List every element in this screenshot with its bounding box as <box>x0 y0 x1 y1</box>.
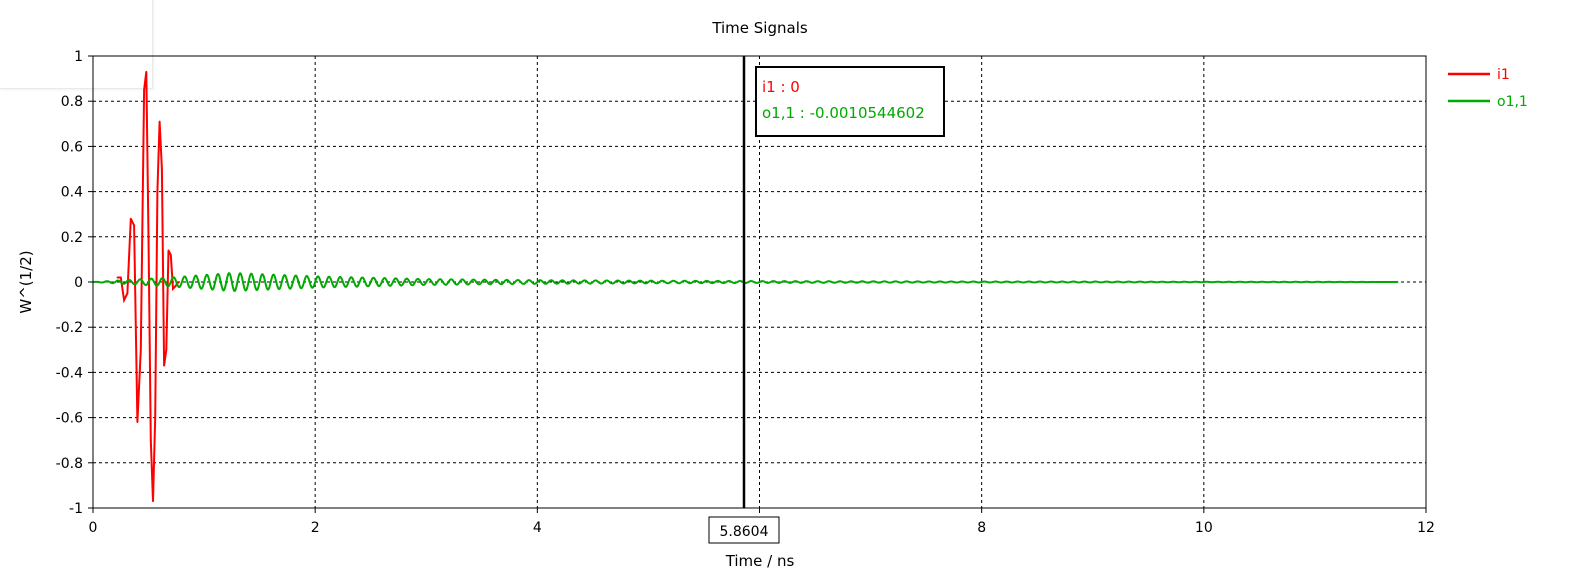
x-tick-label: 12 <box>1417 520 1435 536</box>
series-point-i1 <box>133 224 136 227</box>
series-point-i1 <box>152 500 154 503</box>
series-point-i1 <box>174 285 177 288</box>
cursor-x-label-box <box>708 516 780 544</box>
series-point-i1 <box>119 276 122 279</box>
y-axis-label: W^(1/2) <box>17 250 35 313</box>
series-point-i1 <box>136 421 139 424</box>
y-tick-label: 0.8 <box>61 94 83 110</box>
chart-title: Time Signals <box>711 19 808 37</box>
series-point-i1 <box>165 348 168 351</box>
cursor-x-label: 5.8604 <box>719 524 768 540</box>
series-point-i1 <box>160 168 163 170</box>
x-axis-label: Time / ns <box>725 552 795 570</box>
legend: i1 o1,1 <box>1448 67 1528 110</box>
y-tick-label: 1 <box>74 49 83 65</box>
cursor-layer[interactable]: i1 : 0 o1,1 : -0.0010544602 5.8604 <box>708 56 945 544</box>
x-tick-label: 10 <box>1195 520 1213 536</box>
series-point-i1 <box>172 287 174 290</box>
y-tick-label: -0.8 <box>56 456 83 472</box>
series-layer <box>92 70 1399 503</box>
plot-frame <box>92 55 1427 509</box>
series-point-i1 <box>177 281 180 283</box>
series-line-o1-1 <box>92 272 1399 292</box>
x-tick-label: 4 <box>533 520 542 536</box>
x-tick-label: 2 <box>311 520 320 536</box>
series-point-i1 <box>126 292 129 295</box>
series-point-i1 <box>156 190 159 193</box>
y-tick-label: 0.6 <box>61 139 83 155</box>
y-tick-label: -0.2 <box>56 320 83 336</box>
corner-panel <box>0 0 153 89</box>
series-point-i1 <box>154 416 157 419</box>
y-tick-label: 0.4 <box>61 185 83 201</box>
cursor-readout-box <box>754 66 945 137</box>
series-point-i1 <box>129 217 132 220</box>
series-point-i1 <box>163 364 165 367</box>
x-tick-label: 8 <box>977 520 986 536</box>
series-point-i1 <box>167 249 170 252</box>
series-point-i1 <box>149 439 152 442</box>
series-point-i1 <box>143 89 145 91</box>
legend-label-i1: i1 <box>1497 67 1510 83</box>
series-point-i1 <box>116 276 119 279</box>
y-tick-label: 0 <box>74 275 83 291</box>
series-point-i1 <box>147 235 150 238</box>
cursor-readout-i1: i1 : 0 <box>762 78 800 96</box>
y-tick-label: -1 <box>69 501 83 517</box>
y-tick-label: 0.2 <box>61 230 83 246</box>
cursor-readout-o1-1: o1,1 : -0.0010544602 <box>762 104 925 122</box>
series-point-i1 <box>139 348 142 351</box>
y-tick-label: -0.6 <box>56 411 83 427</box>
legend-label-o1-1: o1,1 <box>1497 94 1528 110</box>
x-tick-label: 0 <box>89 520 98 536</box>
series-point-i1 <box>145 70 148 73</box>
series-point-i1 <box>123 299 126 301</box>
series-point-i1 <box>169 253 172 256</box>
series-point-i1 <box>158 120 161 123</box>
y-axis-ticks: 1 0.8 0.6 0.4 0.2 0 -0.2 -0.4 -0.6 -0.8 -1 <box>56 49 93 517</box>
y-tick-label: -0.4 <box>56 365 83 381</box>
